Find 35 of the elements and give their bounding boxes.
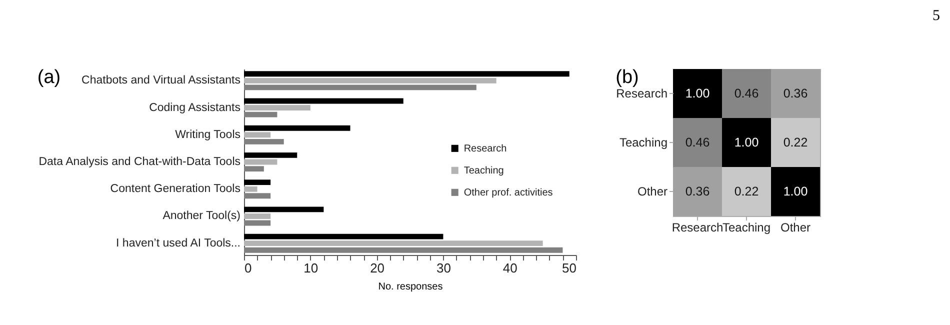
y-tick-label: Other	[637, 184, 668, 198]
y-tick-label: Writing Tools	[175, 128, 241, 141]
legend-label: Research	[464, 143, 507, 154]
y-tick-label: Teaching	[619, 136, 668, 150]
data-label: 0.46	[685, 136, 710, 150]
data-label: 0.36	[783, 86, 808, 100]
y-tick-label: Coding Assistants	[149, 102, 241, 114]
data-label: 0.36	[685, 184, 710, 198]
y-tick-label: Chatbots and Virtual Assistants	[82, 74, 241, 87]
x-tick-label: 50	[562, 260, 576, 276]
y-tick-label: Content Generation Tools	[110, 183, 241, 196]
data-label: 1.00	[734, 136, 759, 150]
x-tick-label: Teaching	[722, 220, 771, 234]
legend-label: Other prof. activities	[464, 187, 553, 198]
x-tick-label: Research	[672, 220, 724, 234]
y-tick-label: Another Tool(s)	[162, 210, 241, 222]
x-tick-label: 10	[304, 260, 318, 276]
x-tick-label: 40	[502, 260, 518, 276]
data-label: 0.46	[734, 86, 759, 100]
y-tick-label: I haven’t used AI Tools...	[116, 237, 240, 250]
text: 5	[932, 8, 940, 25]
data-label: 1.00	[685, 86, 710, 100]
data-label: 0.22	[783, 136, 808, 150]
data-label: 1.00	[783, 184, 808, 198]
x-tick-label: 20	[370, 260, 385, 276]
x-tick-label: 30	[436, 260, 451, 276]
y-tick-label: Data Analysis and Chat-with-Data Tools	[38, 156, 241, 168]
legend-label: Teaching	[464, 165, 504, 176]
chart-title: (b)	[616, 67, 639, 88]
text: (a)	[37, 67, 61, 88]
data-label: 0.22	[734, 184, 759, 198]
x-tick-label: 0	[244, 260, 252, 276]
x-tick-label: Other	[780, 220, 811, 234]
y-tick-label: Research	[616, 86, 668, 100]
x-axis-title: No. responses	[378, 282, 443, 292]
